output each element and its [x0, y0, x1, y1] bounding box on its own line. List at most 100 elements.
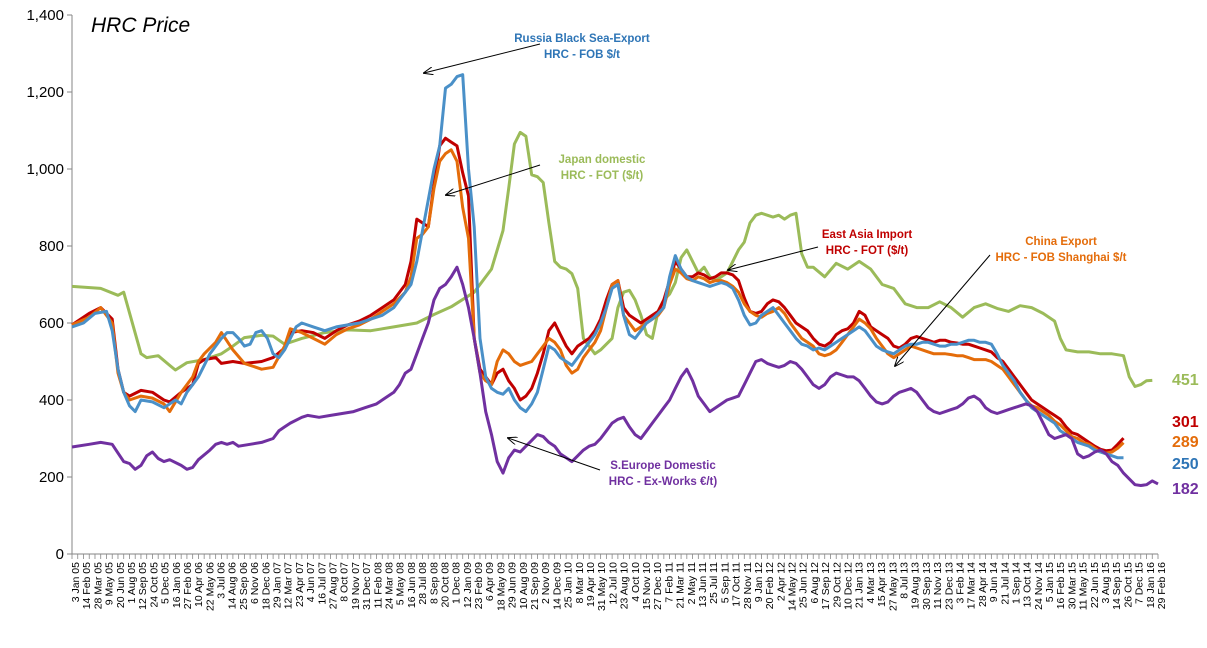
x-tick-label: 28 Nov 11 — [742, 562, 754, 609]
x-tick-label: 9 Jan 12 — [753, 562, 765, 602]
y-tick-label: 1,200 — [26, 84, 64, 101]
annotation-text: HRC - FOB Shanghai $/t — [996, 252, 1127, 264]
y-tick-label: 1,400 — [26, 7, 64, 24]
annotation-text: East Asia Import — [822, 229, 912, 241]
x-tick-label: 6 Aug 12 — [809, 562, 821, 604]
annotation-text: China Export — [1025, 236, 1097, 248]
x-tick-label: 16 Feb 15 — [1055, 562, 1067, 609]
x-tick-label: 29 Jan 07 — [272, 562, 284, 608]
x-tick-label: 8 Jul 13 — [899, 562, 911, 599]
annotation-layer: Russia Black Sea-Export HRC - FOB $/t Japa… — [424, 33, 1127, 488]
x-tick-label: 25 Sep 06 — [238, 562, 250, 610]
x-tick-label: 21 Jan 13 — [854, 562, 866, 608]
x-tick-label: 10 Dec 12 — [843, 562, 855, 610]
x-tick-label: 10 Apr 06 — [193, 562, 205, 607]
x-tick-label: 2 Apr 12 — [775, 562, 787, 601]
y-tick-label: 1,000 — [26, 161, 64, 178]
x-tick-label: 25 Jun 12 — [798, 562, 810, 608]
x-tick-label: 2 May 11 — [686, 562, 698, 605]
x-tick-label: 6 Apr 09 — [484, 562, 496, 601]
x-tick-label: 16 Jun 08 — [406, 562, 418, 608]
y-tick-label: 400 — [39, 392, 64, 409]
x-tick-label: 14 Aug 06 — [227, 562, 239, 609]
x-tick-label: 5 Dec 05 — [160, 562, 172, 604]
x-tick-label: 18 Jan 16 — [1145, 562, 1157, 608]
annotation-text: HRC - Ex-Works €/t) — [609, 476, 718, 488]
chart-axes: 0 200 400 600 800 1,000 1,200 1,400 3 Jan 05 14 F… — [26, 7, 1168, 611]
x-tick-label: 8 Sep 08 — [428, 562, 440, 604]
annotation-text: HRC - FOB $/t — [544, 49, 620, 61]
x-tick-label: 1 Aug 05 — [126, 562, 138, 604]
annotation-arrow — [446, 164, 541, 195]
x-tick-label: 30 Sep 13 — [921, 562, 933, 610]
y-tick-label: 200 — [39, 469, 64, 486]
x-tick-label: 28 Jul 08 — [417, 562, 429, 605]
x-tick-label: 14 May 12 — [787, 562, 799, 611]
end-value-labels: 451 301 289 250 182 — [1172, 372, 1199, 498]
x-tick-label: 1 Sep 14 — [1011, 562, 1023, 604]
x-tick-label: 3 Aug 15 — [1100, 562, 1112, 604]
annotation-text: S.Europe Domestic — [610, 460, 716, 472]
annotation-arrow — [508, 438, 601, 471]
x-tick-label: 31 Dec 07 — [361, 562, 373, 610]
x-tick-label: 17 Sep 12 — [820, 562, 832, 610]
x-tick-label: 8 Oct 07 — [339, 562, 351, 602]
x-tick-label: 29 Oct 12 — [831, 562, 843, 608]
x-tick-label: 11 Feb 08 — [372, 562, 384, 609]
x-tick-label: 7 Feb 11 — [663, 562, 675, 603]
x-tick-label: 14 Dec 09 — [551, 562, 563, 610]
x-tick-label: 20 Jun 05 — [115, 562, 127, 608]
end-value-label: 301 — [1172, 414, 1199, 431]
x-tick-label: 3 Feb 14 — [955, 562, 967, 604]
x-tick-label: 16 Jul 07 — [316, 562, 328, 605]
x-tick-label: 4 Oct 10 — [630, 562, 642, 602]
x-tick-label: 22 May 06 — [204, 562, 216, 611]
x-tick-label: 11 May 15 — [1078, 562, 1090, 610]
annotation-text: HRC - FOT ($/t) — [561, 170, 644, 182]
series-line-3 — [71, 148, 1125, 455]
x-tick-label: 12 Jul 10 — [607, 562, 619, 605]
x-tick-label: 23 Aug 10 — [619, 562, 631, 609]
x-tick-label: 21 Sep 09 — [529, 562, 541, 610]
annotation-arrow — [424, 43, 541, 73]
x-tick-label: 13 Oct 14 — [1022, 562, 1034, 608]
x-tick-label: 9 Jun 14 — [988, 562, 1000, 602]
x-tick-label: 31 May 10 — [596, 562, 608, 611]
x-tick-label: 21 Jul 14 — [999, 562, 1011, 605]
x-tick-label: 25 Jul 11 — [708, 562, 720, 604]
series-line-4 — [71, 73, 1124, 460]
x-tick-label: 29 Feb 16 — [1156, 562, 1168, 609]
x-tick-label: 12 Mar 07 — [283, 562, 295, 609]
x-tick-label: 21 Mar 11 — [675, 562, 687, 609]
x-tick-label: 14 Feb 05 — [81, 562, 93, 609]
x-tick-label: 6 Nov 06 — [249, 562, 261, 604]
x-tick-label: 20 Feb 12 — [764, 562, 776, 609]
y-tick-label: 0 — [56, 546, 64, 563]
x-tick-label: 13 Jun 11 — [697, 562, 709, 608]
x-tick-label: 12 Jan 09 — [462, 562, 474, 608]
x-tick-label: 23 Apr 07 — [294, 562, 306, 607]
x-tick-label: 19 Aug 13 — [910, 562, 922, 609]
x-tick-label: 3 Jan 05 — [70, 562, 82, 602]
x-tick-label: 4 Jun 07 — [305, 562, 317, 602]
annotation-arrow — [728, 246, 819, 270]
x-tick-label: 27 Feb 06 — [182, 562, 194, 609]
x-tick-label: 20 Oct 08 — [440, 562, 452, 608]
annotation-text: HRC - FOT ($/t) — [826, 245, 909, 257]
annotation-arrow — [895, 254, 991, 366]
series-layer — [71, 73, 1159, 487]
end-value-label: 451 — [1172, 372, 1199, 389]
x-tick-label: 14 Sep 15 — [1111, 562, 1123, 610]
x-tick-label: 27 Dec 10 — [652, 562, 664, 610]
x-tick-label: 23 Feb 09 — [473, 562, 485, 609]
end-value-label: 289 — [1172, 434, 1199, 451]
x-tick-label: 5 Sep 11 — [719, 562, 731, 603]
x-tick-label: 7 Dec 15 — [1134, 562, 1146, 604]
x-tick-label: 17 Mar 14 — [966, 562, 978, 609]
x-tick-label: 28 Apr 14 — [977, 562, 989, 607]
series-line-5 — [71, 265, 1159, 487]
x-tick-label: 11 Nov 13 — [932, 562, 944, 609]
x-tick-label: 9 May 05 — [104, 562, 116, 605]
annotation-text: Japan domestic — [559, 154, 647, 166]
x-tick-label: 1 Dec 08 — [451, 562, 463, 604]
